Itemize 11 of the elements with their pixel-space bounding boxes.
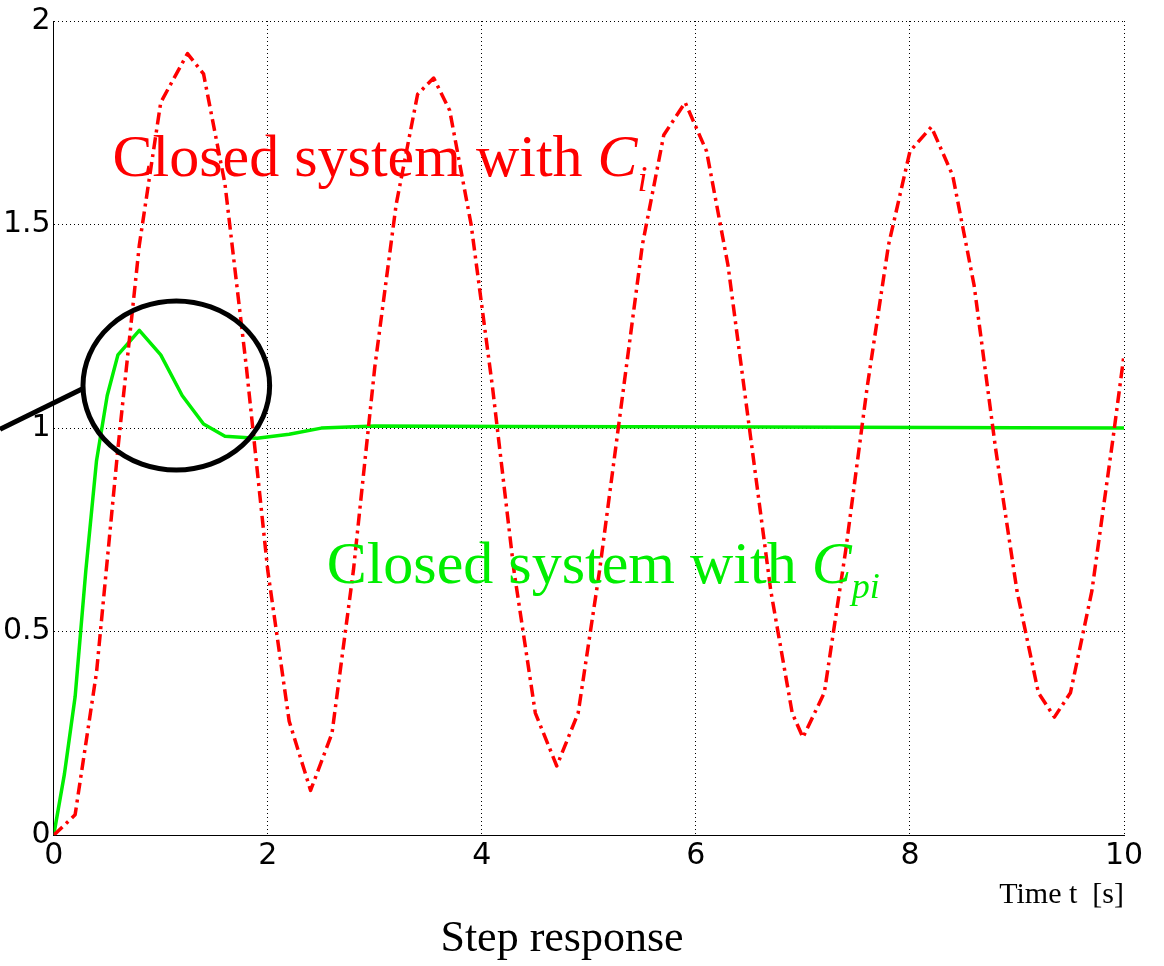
y-tick-label: 1.5 bbox=[2, 204, 51, 240]
x-tick-label: 2 bbox=[258, 836, 278, 871]
x-axis-title: Time t [s] bbox=[999, 876, 1124, 910]
y-tick-label: 1 bbox=[31, 407, 51, 443]
x-tick-label: 10 bbox=[1104, 836, 1144, 871]
y-tick-label: 2 bbox=[31, 0, 51, 36]
y-tick-label: 0.5 bbox=[2, 611, 51, 647]
x-tick-label: 8 bbox=[900, 836, 920, 871]
x-tick-label: 4 bbox=[472, 836, 492, 871]
x-tick-label: 6 bbox=[686, 836, 706, 871]
text: Step response bbox=[440, 912, 684, 962]
